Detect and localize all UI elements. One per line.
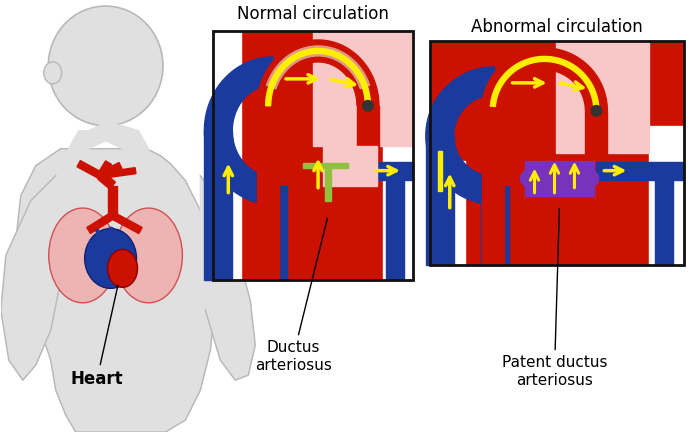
Polygon shape — [303, 163, 348, 168]
Polygon shape — [650, 126, 684, 265]
Polygon shape — [257, 40, 379, 106]
Polygon shape — [259, 186, 287, 280]
Polygon shape — [108, 186, 117, 216]
Polygon shape — [430, 41, 684, 265]
Polygon shape — [69, 123, 148, 165]
Polygon shape — [204, 131, 232, 280]
Polygon shape — [482, 48, 608, 111]
Polygon shape — [368, 162, 413, 180]
Polygon shape — [426, 67, 495, 205]
Polygon shape — [357, 106, 379, 280]
Ellipse shape — [49, 208, 117, 303]
Polygon shape — [655, 171, 673, 265]
Polygon shape — [16, 149, 216, 432]
Text: Patent ductus
arteriosus: Patent ductus arteriosus — [502, 208, 607, 388]
Polygon shape — [266, 48, 370, 106]
Ellipse shape — [48, 6, 163, 126]
Polygon shape — [97, 161, 111, 178]
Polygon shape — [585, 111, 608, 265]
Text: Abnormal circulation: Abnormal circulation — [470, 18, 643, 36]
Polygon shape — [438, 151, 442, 191]
Polygon shape — [204, 57, 273, 205]
Polygon shape — [386, 171, 404, 280]
Ellipse shape — [44, 62, 62, 84]
Polygon shape — [383, 111, 413, 280]
Polygon shape — [1, 176, 61, 380]
Polygon shape — [323, 146, 377, 186]
Polygon shape — [430, 161, 465, 265]
Polygon shape — [214, 31, 413, 280]
Polygon shape — [214, 31, 242, 280]
Ellipse shape — [362, 100, 374, 112]
Polygon shape — [111, 213, 142, 234]
Polygon shape — [491, 57, 598, 106]
Ellipse shape — [108, 249, 137, 287]
Polygon shape — [200, 176, 256, 380]
Polygon shape — [556, 41, 650, 152]
Ellipse shape — [590, 105, 603, 117]
Polygon shape — [481, 186, 509, 265]
Text: Heart: Heart — [71, 285, 123, 388]
Polygon shape — [99, 162, 122, 179]
Polygon shape — [482, 111, 503, 265]
Text: Normal circulation: Normal circulation — [237, 5, 389, 23]
Polygon shape — [267, 46, 370, 89]
Text: Ductus
arteriosus: Ductus arteriosus — [255, 218, 332, 373]
Bar — [430, 41, 684, 265]
Polygon shape — [596, 162, 684, 180]
Polygon shape — [426, 136, 454, 265]
Bar — [214, 31, 413, 280]
Polygon shape — [100, 168, 136, 178]
Polygon shape — [98, 172, 116, 189]
Polygon shape — [257, 106, 279, 280]
Polygon shape — [325, 165, 331, 200]
Ellipse shape — [115, 208, 183, 303]
Ellipse shape — [519, 161, 599, 196]
Ellipse shape — [85, 229, 136, 288]
Polygon shape — [313, 31, 413, 146]
Polygon shape — [87, 213, 114, 233]
Polygon shape — [77, 161, 102, 179]
